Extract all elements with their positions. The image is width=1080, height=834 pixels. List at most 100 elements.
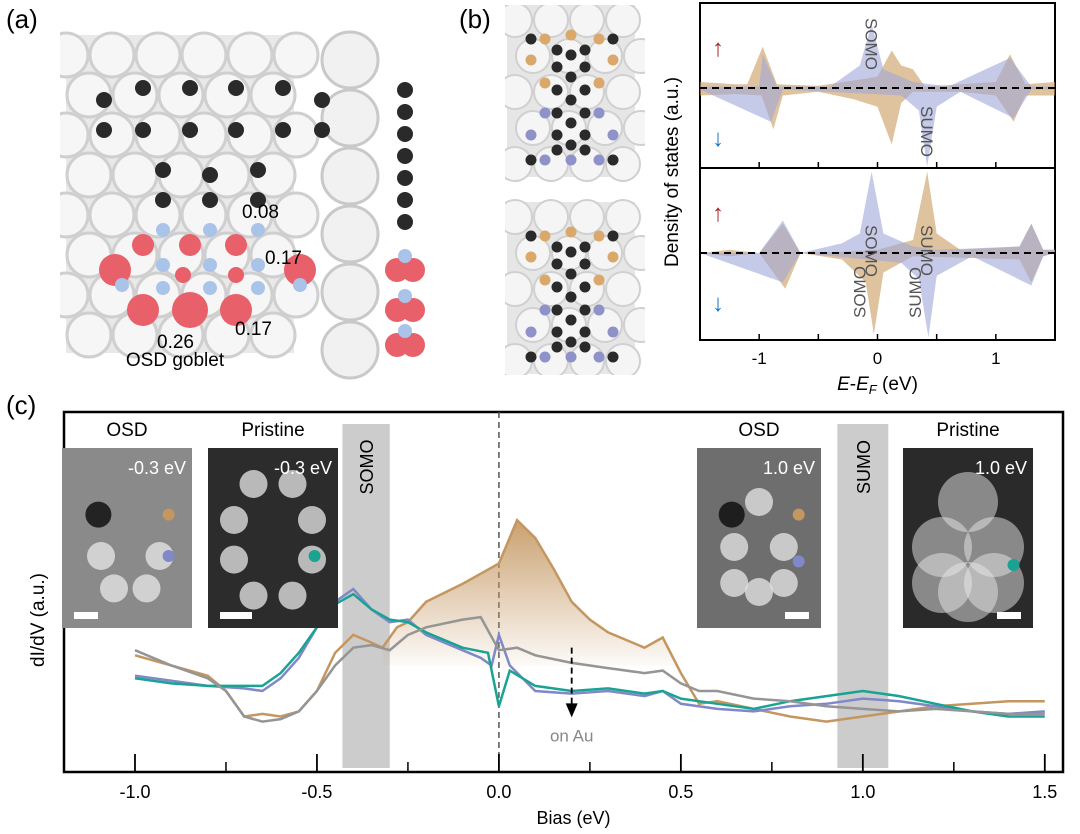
carbon-atom	[579, 144, 591, 156]
stm-bright-feature	[278, 581, 307, 610]
orange-atom	[593, 33, 605, 45]
stm-bright-feature	[912, 553, 972, 613]
carbon-atom	[525, 154, 537, 166]
spin-value-label: 0.17	[235, 319, 272, 340]
gold-atom	[111, 151, 159, 199]
carbon-atom	[96, 122, 112, 138]
carbon-atom-side	[397, 148, 413, 164]
spectrum-location-marker	[162, 550, 175, 562]
stm-image-inset	[62, 448, 192, 628]
gold-atom	[111, 71, 159, 119]
carbon-atom	[182, 80, 198, 96]
x-tick-label: -1.0	[119, 782, 150, 802]
carbon-atom-side	[397, 214, 413, 230]
x-axis-label: E-EF (eV)	[837, 374, 918, 397]
inset-energy-label: 1.0 eV	[763, 458, 815, 478]
orange-atom	[525, 251, 537, 263]
carbon-atom	[579, 107, 591, 119]
blue-atom	[565, 154, 577, 166]
blue-atom	[593, 304, 605, 316]
gold-atom	[60, 31, 90, 79]
stm-bright-feature	[938, 472, 998, 532]
blue-atom	[607, 129, 619, 141]
gold-atom	[505, 74, 533, 110]
gold-atom	[587, 307, 623, 343]
band-label-somo: SOMO	[357, 439, 377, 494]
carbon-atom	[551, 258, 563, 270]
gold-atom-side	[320, 262, 380, 322]
carbon-atom	[565, 49, 577, 61]
stm-bright-feature	[220, 506, 248, 534]
gold-atom	[203, 71, 251, 119]
spin-value-label: 0.08	[242, 202, 279, 223]
osd-orange-fill	[382, 520, 681, 674]
gold-atom	[533, 74, 569, 110]
gold-atom	[569, 5, 605, 38]
spectrum-location-marker	[162, 508, 175, 521]
spin-density-lobe	[99, 254, 131, 286]
carbon-atom	[551, 129, 563, 141]
carbon-atom	[275, 122, 291, 138]
carbon-atom	[579, 84, 591, 96]
carbon-atom	[565, 94, 577, 106]
dos-bottom-blue-spin-up	[700, 171, 1055, 253]
carbon-atom-side	[397, 104, 413, 120]
y-axis-label: Density of states (a.u.)	[662, 77, 683, 267]
orange-atom	[539, 77, 551, 89]
gold-atom-side	[320, 320, 380, 380]
x-tick-label: 1	[991, 349, 1000, 368]
inset-energy-label: 1.0 eV	[975, 458, 1027, 478]
spin-up-arrow: ↑	[712, 35, 724, 62]
nitrogen-atom	[156, 223, 170, 237]
gold-atom	[605, 271, 641, 307]
spin-density-lobe-side	[401, 298, 425, 322]
panel-label-c: (c)	[6, 390, 37, 420]
stm-bright-feature	[278, 470, 307, 498]
spin-up-arrow: ↑	[712, 200, 724, 227]
gold-atom	[88, 31, 136, 79]
x-tick-label: -0.5	[301, 782, 332, 802]
spin-density-lobe	[284, 254, 316, 286]
spectrum-location-marker	[308, 550, 321, 562]
carbon-atom	[579, 281, 591, 293]
gold-atom	[505, 199, 533, 235]
spin-density-lobe	[172, 292, 208, 328]
carbon-atom	[135, 122, 151, 138]
carbon-atom	[551, 84, 563, 96]
nitrogen-atom	[203, 281, 217, 295]
carbon-atom	[565, 336, 577, 348]
blue-atom	[593, 107, 605, 119]
dos-top-blue-spin-up	[700, 24, 1055, 88]
nitrogen-atom	[251, 258, 265, 272]
scale-bar	[220, 612, 252, 619]
carbon-atom	[579, 129, 591, 141]
gold-atom	[505, 271, 533, 307]
gold-atom	[515, 307, 551, 343]
gold-atom-side	[320, 204, 380, 264]
carbon-atom	[551, 144, 563, 156]
gold-atom	[623, 38, 645, 74]
gold-atom	[569, 199, 605, 235]
panel-b-molecule-models	[505, 5, 645, 375]
stm-dark-feature	[85, 501, 112, 528]
carbon-atom	[551, 241, 563, 253]
gold-atom	[180, 31, 228, 79]
carbon-atom	[565, 268, 577, 280]
inset-energy-label: -0.3 eV	[274, 458, 332, 478]
carbon-atom	[155, 192, 171, 208]
carbon-atom	[579, 326, 591, 338]
nitrogen-atom-side	[398, 324, 412, 338]
blue-atom	[539, 107, 551, 119]
blue-atom	[593, 351, 605, 363]
spin-down-arrow: ↓	[712, 125, 724, 152]
carbon-atom	[551, 304, 563, 316]
stm-bright-feature	[720, 533, 749, 561]
carbon-atom	[202, 167, 218, 183]
gold-atom	[605, 5, 641, 38]
stm-bright-feature	[145, 542, 174, 570]
gold-atom	[249, 71, 297, 119]
blue-atom	[593, 154, 605, 166]
carbon-atom	[579, 61, 591, 73]
stm-bright-feature	[87, 542, 115, 570]
orange-atom	[565, 226, 577, 238]
